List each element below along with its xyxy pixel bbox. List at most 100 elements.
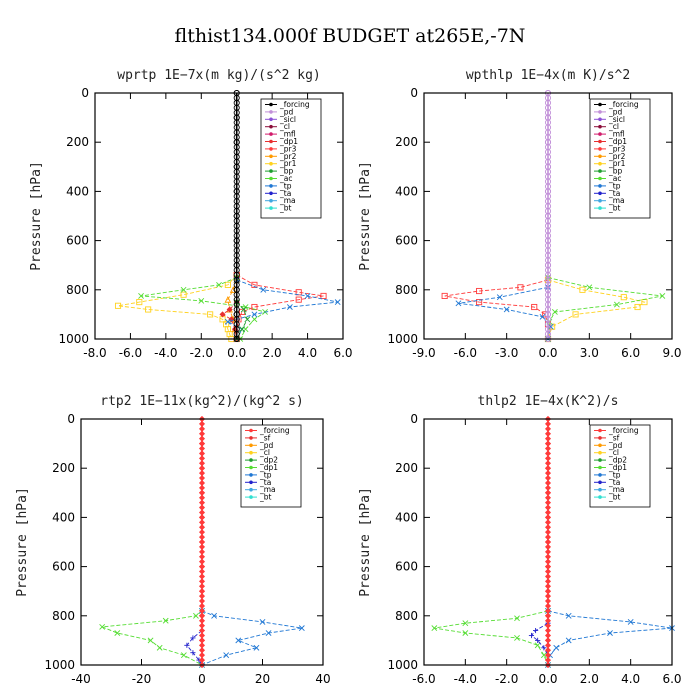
data-point — [541, 645, 547, 651]
series-tp — [455, 284, 554, 342]
legend-marker — [598, 132, 602, 136]
x-tick-label: 6.0 — [333, 346, 352, 360]
legend-marker — [598, 487, 602, 492]
data-point — [198, 534, 206, 541]
data-point — [544, 514, 552, 521]
legend-marker — [249, 443, 253, 448]
legend-entry: _ac — [279, 174, 292, 183]
legend-marker — [269, 198, 273, 203]
y-axis-label: Pressure [hPa] — [358, 161, 373, 271]
data-point — [198, 514, 206, 521]
data-point — [198, 647, 206, 654]
data-point — [198, 519, 206, 526]
data-point — [544, 558, 552, 565]
x-tick-label: 4.0 — [298, 346, 317, 360]
data-point — [239, 326, 245, 333]
x-tick-label: -4.0 — [454, 672, 477, 686]
series-forcing — [544, 415, 552, 669]
y-tick-label: 1000 — [387, 658, 418, 672]
plot-frame — [94, 92, 344, 340]
legend-entry: _sf — [259, 433, 271, 442]
legend: _forcing_pd_sicl_cl_mfl_dp1_pr3_pr2_pr1_… — [260, 98, 322, 219]
data-point — [198, 450, 206, 457]
y-tick-label: 200 — [52, 461, 75, 475]
legend-entry: _ac — [608, 174, 621, 183]
legend-entry: _tp — [259, 470, 272, 479]
data-point — [180, 652, 187, 659]
data-point — [455, 300, 462, 307]
data-point — [544, 543, 552, 550]
data-point — [613, 301, 620, 308]
data-point — [462, 620, 469, 627]
data-point — [544, 504, 552, 511]
legend-entry: _forcing — [279, 100, 310, 109]
legend-entry: _forcing — [259, 426, 290, 435]
data-point — [565, 612, 572, 619]
series-ac — [138, 274, 268, 342]
legend-marker — [269, 206, 273, 210]
data-point — [528, 632, 535, 639]
legend-marker — [269, 132, 273, 136]
legend-marker — [598, 154, 602, 159]
data-point — [198, 297, 205, 304]
data-point — [572, 311, 579, 318]
legend-marker — [598, 117, 602, 122]
panel-title: wpthlp 1E−4x(m K)/s^2 — [466, 68, 630, 83]
legend-marker — [598, 480, 602, 485]
data-point — [198, 652, 206, 659]
data-point — [476, 299, 483, 306]
legend-entry: _bp — [608, 167, 623, 176]
data-point — [531, 303, 538, 311]
chart-panel-2: wpthlp 1E−4x(m K)/s^2 Pressure [hPa] -9.0 -… — [358, 68, 682, 360]
data-point — [259, 619, 266, 625]
y-tick-label: 600 — [52, 560, 75, 574]
data-point — [544, 435, 552, 442]
data-point — [198, 602, 206, 609]
data-point — [320, 292, 327, 300]
data-point — [198, 593, 206, 600]
data-point — [162, 617, 169, 624]
legend-entry: _ta — [259, 478, 271, 487]
x-tick-label: 6.0 — [662, 672, 681, 686]
data-point — [260, 286, 267, 293]
series-line — [201, 610, 302, 666]
y-tick-label: 600 — [66, 234, 89, 248]
data-point — [114, 630, 121, 636]
legend: _forcing_sf_pd_cl_dp2_dp1_tp_ta_ma_bt — [589, 424, 651, 508]
data-point — [579, 286, 586, 293]
y-tick-label: 400 — [395, 184, 418, 198]
legend-entry: _bp — [279, 167, 294, 176]
data-point — [198, 612, 206, 619]
data-point — [198, 588, 206, 595]
data-point — [198, 465, 206, 472]
y-tick-label: 1000 — [44, 658, 75, 672]
legend-marker — [269, 169, 273, 173]
legend-marker — [598, 161, 602, 166]
data-point — [138, 293, 144, 299]
data-point — [544, 657, 552, 664]
plot-frame — [423, 92, 673, 340]
legend-entry: _tp — [608, 181, 621, 190]
data-point — [535, 637, 541, 643]
data-point — [240, 306, 247, 313]
data-point — [224, 296, 232, 303]
data-point — [544, 420, 552, 427]
legend-entry: _dp2 — [608, 456, 627, 465]
plot-frame — [80, 418, 324, 666]
legend-marker — [598, 102, 602, 107]
legend-entry: _tp — [608, 470, 621, 479]
data-point — [544, 568, 552, 575]
data-point — [565, 637, 572, 644]
x-tick-label: 40 — [315, 672, 330, 686]
y-tick-label: 1000 — [387, 332, 418, 346]
data-point — [193, 612, 199, 619]
data-point — [198, 622, 206, 629]
legend-marker — [598, 206, 602, 210]
data-point — [544, 563, 552, 570]
x-tick-label: 0 — [198, 672, 206, 686]
legend-marker — [249, 465, 253, 470]
legend-entry: _bt — [608, 493, 621, 502]
series-forcing — [544, 89, 552, 343]
legend-marker — [249, 480, 253, 485]
legend-marker — [598, 191, 602, 196]
